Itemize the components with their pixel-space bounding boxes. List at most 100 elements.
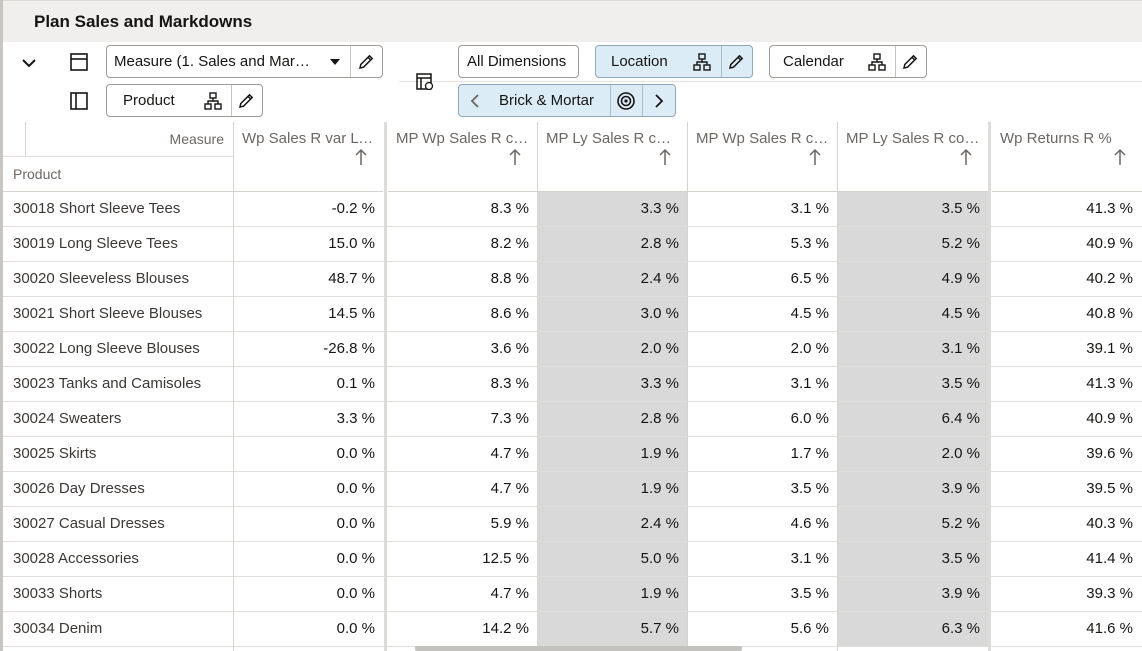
- layout-rows-icon[interactable]: [68, 51, 90, 73]
- column-header[interactable]: Wp Sales R var Ly…: [234, 122, 383, 192]
- row-header-product[interactable]: 30025 Skirts: [13, 445, 97, 462]
- table-row[interactable]: 30027 Casual Dresses 0.0 % 5.9 % 2.4 % 4…: [3, 507, 1142, 542]
- data-cell[interactable]: 3.3 %: [336, 410, 375, 427]
- arrow-up-icon[interactable]: [353, 148, 369, 166]
- data-cell[interactable]: 39.1 %: [1086, 340, 1133, 357]
- arrow-up-icon[interactable]: [958, 148, 974, 166]
- data-cell[interactable]: 5.2 %: [838, 227, 989, 261]
- data-cell[interactable]: 41.3 %: [1086, 200, 1133, 217]
- data-cell[interactable]: -0.2 %: [331, 200, 375, 217]
- location-member-label[interactable]: Brick & Mortar: [499, 92, 595, 109]
- column-header[interactable]: MP Ly Sales R co…: [838, 122, 988, 192]
- data-cell[interactable]: 0.0 %: [336, 585, 375, 602]
- data-cell[interactable]: 5.6 %: [790, 620, 829, 637]
- data-cell[interactable]: 8.2 %: [490, 235, 529, 252]
- data-cell[interactable]: 3.6 %: [490, 340, 529, 357]
- arrow-up-icon[interactable]: [807, 148, 823, 166]
- data-cell[interactable]: 6.5 %: [790, 270, 829, 287]
- table-row[interactable]: 30025 Skirts 0.0 % 4.7 % 1.9 % 1.7 % 2.0…: [3, 437, 1142, 472]
- pencil-icon[interactable]: [899, 51, 921, 73]
- table-row[interactable]: 30020 Sleeveless Blouses 48.7 % 8.8 % 2.…: [3, 262, 1142, 297]
- data-cell[interactable]: 1.9 %: [538, 437, 688, 471]
- column-divider[interactable]: [537, 122, 538, 651]
- data-cell[interactable]: 0.0 %: [336, 445, 375, 462]
- data-cell[interactable]: 3.1 %: [790, 550, 829, 567]
- data-cell[interactable]: 14.2 %: [482, 620, 529, 637]
- horizontal-scrollbar[interactable]: [415, 646, 742, 651]
- data-cell[interactable]: 3.9 %: [838, 577, 989, 611]
- data-cell[interactable]: 5.2 %: [838, 507, 989, 541]
- row-header-product[interactable]: 30019 Long Sleeve Tees: [13, 235, 178, 252]
- column-header[interactable]: MP Ly Sales R co…: [538, 122, 687, 192]
- data-cell[interactable]: 2.0 %: [538, 332, 688, 366]
- data-cell[interactable]: 2.8 %: [538, 227, 688, 261]
- data-cell[interactable]: 0.0 %: [336, 620, 375, 637]
- data-cell[interactable]: 5.0 %: [538, 542, 688, 576]
- data-cell[interactable]: 4.9 %: [838, 262, 989, 296]
- row-header-product[interactable]: 30020 Sleeveless Blouses: [13, 270, 189, 287]
- data-cell[interactable]: 8.3 %: [490, 375, 529, 392]
- data-cell[interactable]: 3.5 %: [838, 192, 989, 226]
- row-header-product[interactable]: 30022 Long Sleeve Blouses: [13, 340, 200, 357]
- arrow-up-icon[interactable]: [507, 148, 523, 166]
- table-row[interactable]: 30023 Tanks and Camisoles 0.1 % 8.3 % 3.…: [3, 367, 1142, 402]
- pencil-icon[interactable]: [235, 90, 257, 112]
- row-header-product[interactable]: 30023 Tanks and Camisoles: [13, 375, 202, 392]
- data-cell[interactable]: 4.7 %: [490, 585, 529, 602]
- table-row[interactable]: 30033 Shorts 0.0 % 4.7 % 1.9 % 3.5 % 3.9…: [3, 577, 1142, 612]
- data-cell[interactable]: 3.5 %: [838, 367, 989, 401]
- data-cell[interactable]: 0.0 %: [336, 515, 375, 532]
- data-cell[interactable]: 40.9 %: [1086, 235, 1133, 252]
- data-cell[interactable]: 3.3 %: [538, 192, 688, 226]
- row-header-product[interactable]: 30028 Accessories: [13, 550, 139, 567]
- chevron-right-icon[interactable]: [648, 90, 670, 112]
- data-cell[interactable]: 3.1 %: [790, 375, 829, 392]
- data-cell[interactable]: 3.5 %: [790, 480, 829, 497]
- data-cell[interactable]: 15.0 %: [328, 235, 375, 252]
- data-cell[interactable]: 5.7 %: [538, 612, 688, 646]
- data-cell[interactable]: 3.5 %: [790, 585, 829, 602]
- data-cell[interactable]: 3.3 %: [538, 367, 688, 401]
- column-divider[interactable]: [988, 122, 991, 651]
- table-row[interactable]: 30018 Short Sleeve Tees -0.2 % 8.3 % 3.3…: [3, 192, 1142, 227]
- data-cell[interactable]: 39.6 %: [1086, 445, 1133, 462]
- data-cell[interactable]: 0.0 %: [336, 480, 375, 497]
- row-header-product[interactable]: 30033 Shorts: [13, 585, 103, 602]
- data-cell[interactable]: 0.0 %: [336, 550, 375, 567]
- product-dimension-chip[interactable]: Product: [106, 84, 263, 117]
- data-cell[interactable]: 8.3 %: [490, 200, 529, 217]
- hierarchy-icon[interactable]: [202, 90, 224, 112]
- pivot-table-icon[interactable]: [414, 71, 436, 93]
- data-cell[interactable]: 2.0 %: [838, 437, 989, 471]
- data-cell[interactable]: 41.4 %: [1086, 550, 1133, 567]
- row-header-product[interactable]: 30024 Sweaters: [13, 410, 122, 427]
- data-cell[interactable]: 4.5 %: [790, 305, 829, 322]
- column-header[interactable]: MP Wp Sales R c…: [388, 122, 537, 192]
- data-cell[interactable]: 39.3 %: [1086, 585, 1133, 602]
- column-header[interactable]: Wp Returns R %: [992, 122, 1142, 192]
- pencil-icon[interactable]: [355, 51, 377, 73]
- caret-down-icon[interactable]: [324, 51, 346, 73]
- table-row[interactable]: 30028 Accessories 0.0 % 12.5 % 5.0 % 3.1…: [3, 542, 1142, 577]
- location-dimension-chip[interactable]: Location: [595, 45, 753, 78]
- data-cell[interactable]: 3.1 %: [790, 200, 829, 217]
- calendar-dimension-chip[interactable]: Calendar: [769, 45, 927, 78]
- row-header-product[interactable]: 30026 Day Dresses: [13, 480, 145, 497]
- arrow-up-icon[interactable]: [1112, 148, 1128, 166]
- column-divider[interactable]: [687, 122, 688, 651]
- data-cell[interactable]: 1.9 %: [538, 577, 688, 611]
- data-cell[interactable]: 14.5 %: [328, 305, 375, 322]
- table-row[interactable]: 30034 Denim 0.0 % 14.2 % 5.7 % 5.6 % 6.3…: [3, 612, 1142, 647]
- data-cell[interactable]: 41.6 %: [1086, 620, 1133, 637]
- row-header-product[interactable]: 30034 Denim: [13, 620, 103, 637]
- data-cell[interactable]: 4.7 %: [490, 480, 529, 497]
- measure-selector[interactable]: Measure (1. Sales and Mar…: [106, 45, 383, 78]
- hierarchy-icon[interactable]: [866, 51, 888, 73]
- data-cell[interactable]: 2.0 %: [790, 340, 829, 357]
- layout-columns-icon[interactable]: [68, 90, 90, 112]
- data-cell[interactable]: 5.3 %: [790, 235, 829, 252]
- data-cell[interactable]: 3.5 %: [838, 542, 989, 576]
- chevron-left-icon[interactable]: [464, 90, 486, 112]
- data-cell[interactable]: 2.4 %: [538, 262, 688, 296]
- data-cell[interactable]: 6.4 %: [838, 402, 989, 436]
